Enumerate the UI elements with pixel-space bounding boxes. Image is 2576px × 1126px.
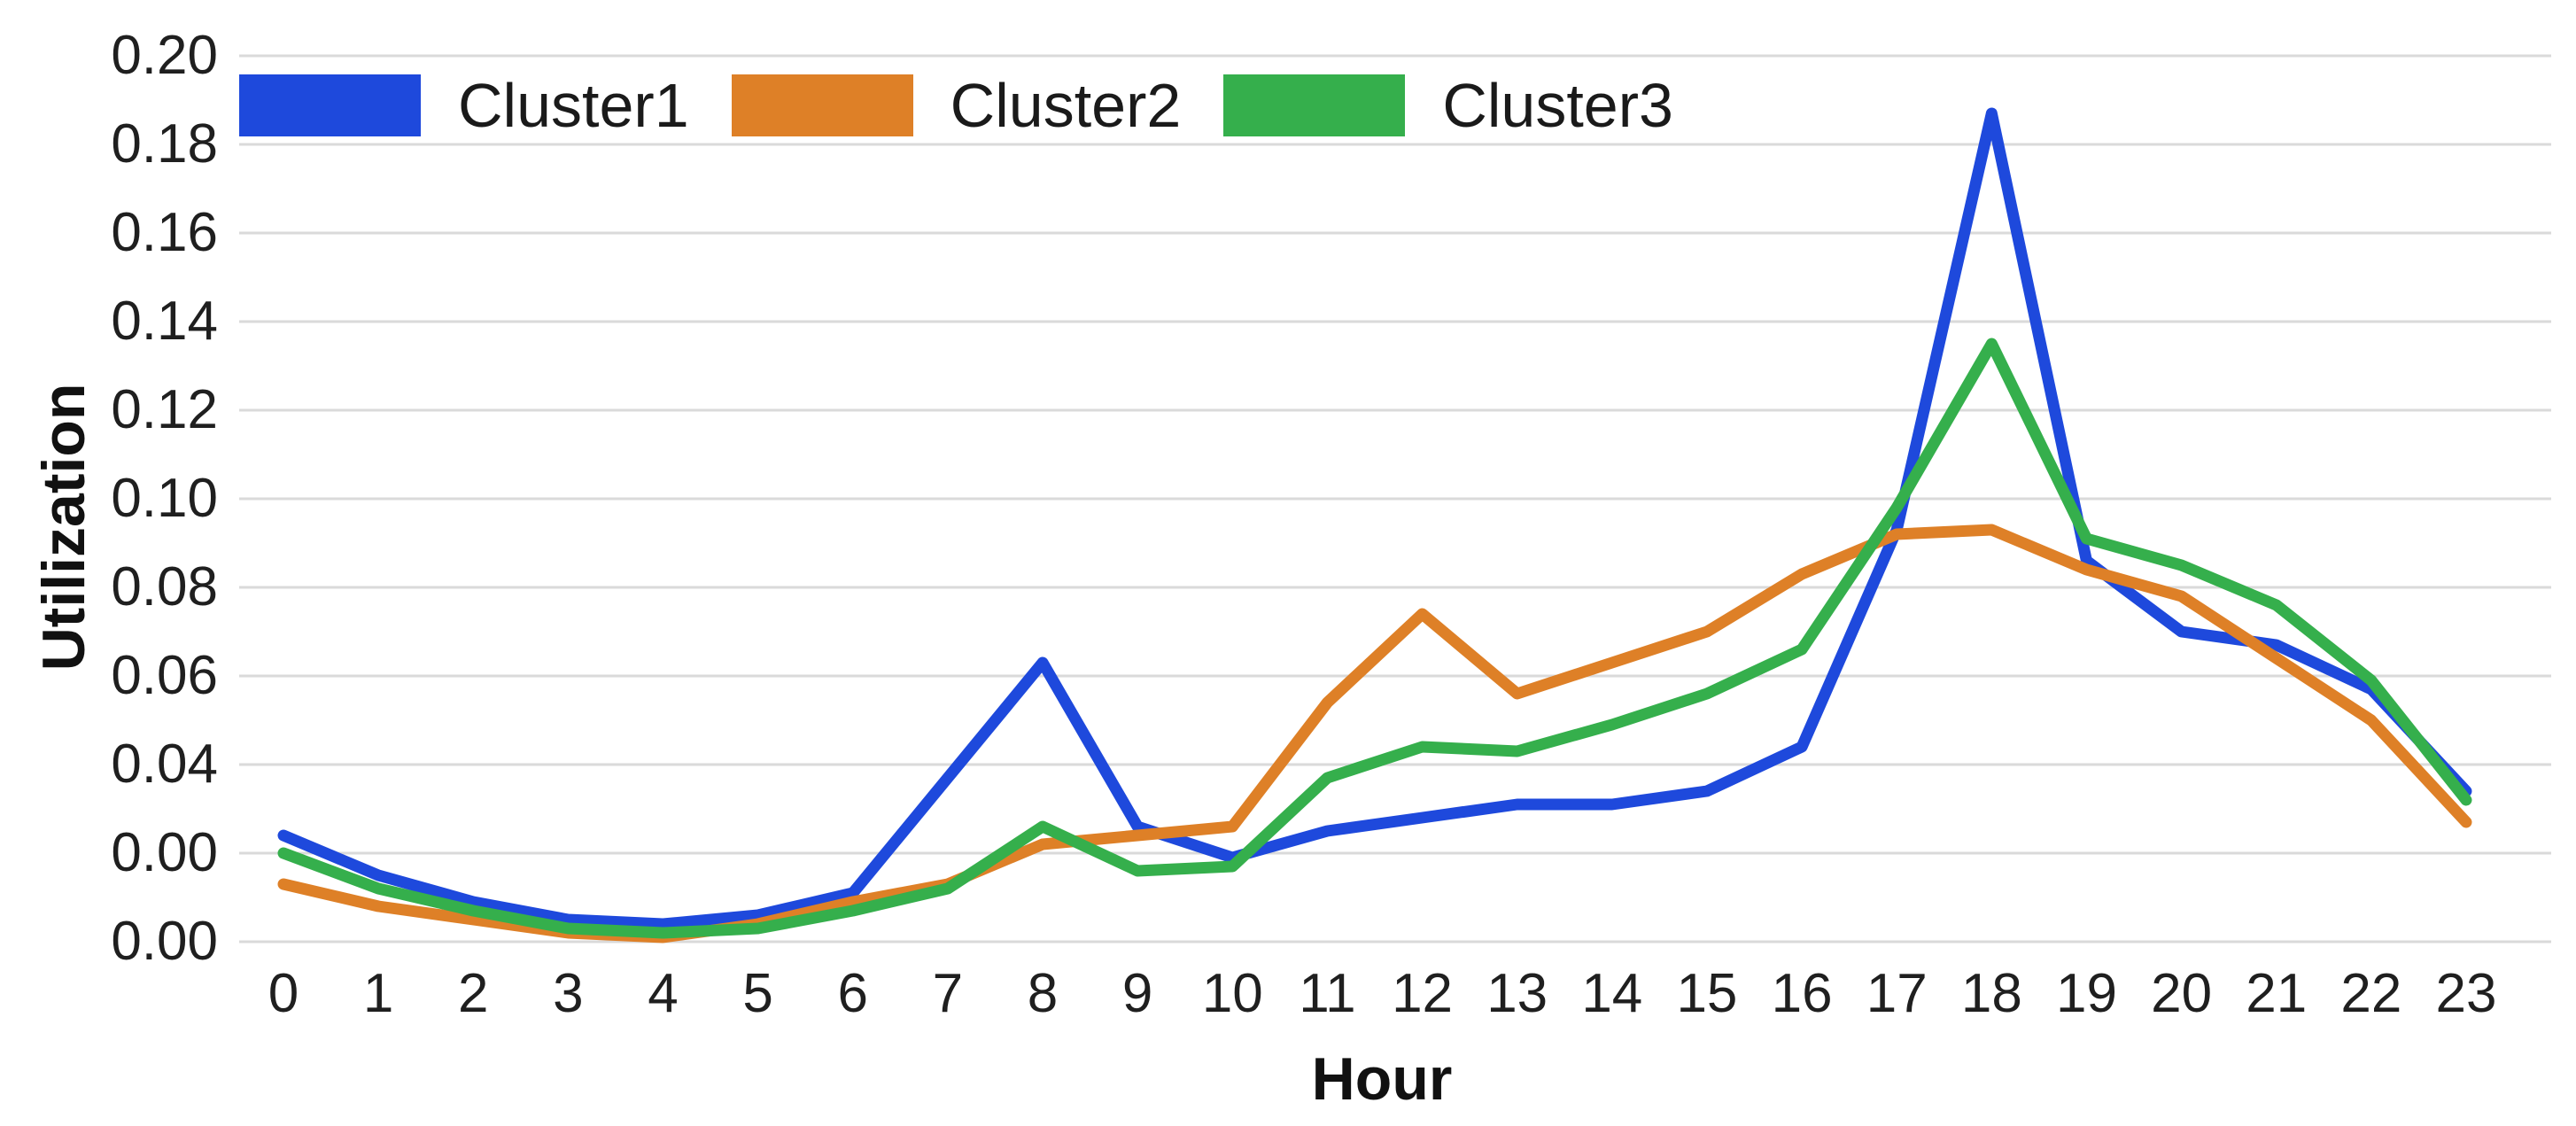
y-axis-title: Utilization <box>30 383 97 672</box>
x-tick-label: 0 <box>268 963 299 1024</box>
legend-label-cluster3: Cluster3 <box>1442 71 1673 140</box>
x-tick-label: 14 <box>1581 963 1643 1024</box>
y-tick-label: 0.14 <box>111 291 218 352</box>
x-tick-label: 22 <box>2340 963 2402 1024</box>
x-tick-label: 11 <box>1299 963 1356 1024</box>
legend-swatch-cluster3 <box>1223 74 1406 136</box>
x-tick-label: 7 <box>932 963 964 1024</box>
x-tick-label: 12 <box>1392 963 1454 1024</box>
x-tick-label: 4 <box>648 963 679 1024</box>
x-tick-label: 13 <box>1486 963 1548 1024</box>
x-tick-label: 6 <box>837 963 868 1024</box>
y-tick-label: 0.10 <box>111 468 218 529</box>
x-tick-label: 8 <box>1027 963 1059 1024</box>
y-tick-label: 0.16 <box>111 202 218 263</box>
x-tick-label: 10 <box>1201 963 1263 1024</box>
x-tick-label: 16 <box>1771 963 1833 1024</box>
legend-item-cluster1: Cluster1 <box>239 71 689 140</box>
series-line-cluster2 <box>277 524 2472 944</box>
x-tick-label: 21 <box>2246 963 2308 1024</box>
legend-swatch-cluster1 <box>239 74 421 136</box>
series-line-cluster1 <box>277 107 2472 930</box>
x-tick-label: 2 <box>458 963 489 1024</box>
x-tick-label: 15 <box>1676 963 1738 1024</box>
x-tick-label: 9 <box>1121 963 1153 1024</box>
y-tick-label: 0.00 <box>111 822 218 883</box>
legend-label-cluster2: Cluster2 <box>950 71 1182 140</box>
legend: Cluster1 Cluster2 Cluster3 <box>239 71 1716 140</box>
y-tick-label: 0.00 <box>111 911 218 972</box>
legend-label-cluster1: Cluster1 <box>458 71 689 140</box>
legend-item-cluster3: Cluster3 <box>1223 71 1673 140</box>
x-tick-label: 17 <box>1866 963 1928 1024</box>
y-tick-label: 0.20 <box>111 25 218 86</box>
x-tick-label: 19 <box>2055 963 2117 1024</box>
series-lines <box>277 107 2472 944</box>
x-tick-label: 5 <box>742 963 773 1024</box>
x-tick-label: 3 <box>553 963 584 1024</box>
x-tick-label: 18 <box>1960 963 2022 1024</box>
y-tick-label: 0.06 <box>111 645 218 706</box>
x-tick-label: 23 <box>2435 963 2497 1024</box>
x-tick-label: 1 <box>362 963 394 1024</box>
y-tick-label: 0.08 <box>111 556 218 617</box>
gridlines <box>239 54 2551 944</box>
y-tick-label: 0.04 <box>111 734 218 795</box>
x-tick-label: 20 <box>2151 963 2213 1024</box>
series-line-cluster3 <box>277 338 2472 939</box>
y-tick-label: 0.18 <box>111 113 218 175</box>
y-tick-label: 0.12 <box>111 379 218 440</box>
x-axis-title: Hour <box>1311 1045 1453 1113</box>
legend-item-cluster2: Cluster2 <box>731 71 1182 140</box>
legend-swatch-cluster2 <box>731 74 913 136</box>
